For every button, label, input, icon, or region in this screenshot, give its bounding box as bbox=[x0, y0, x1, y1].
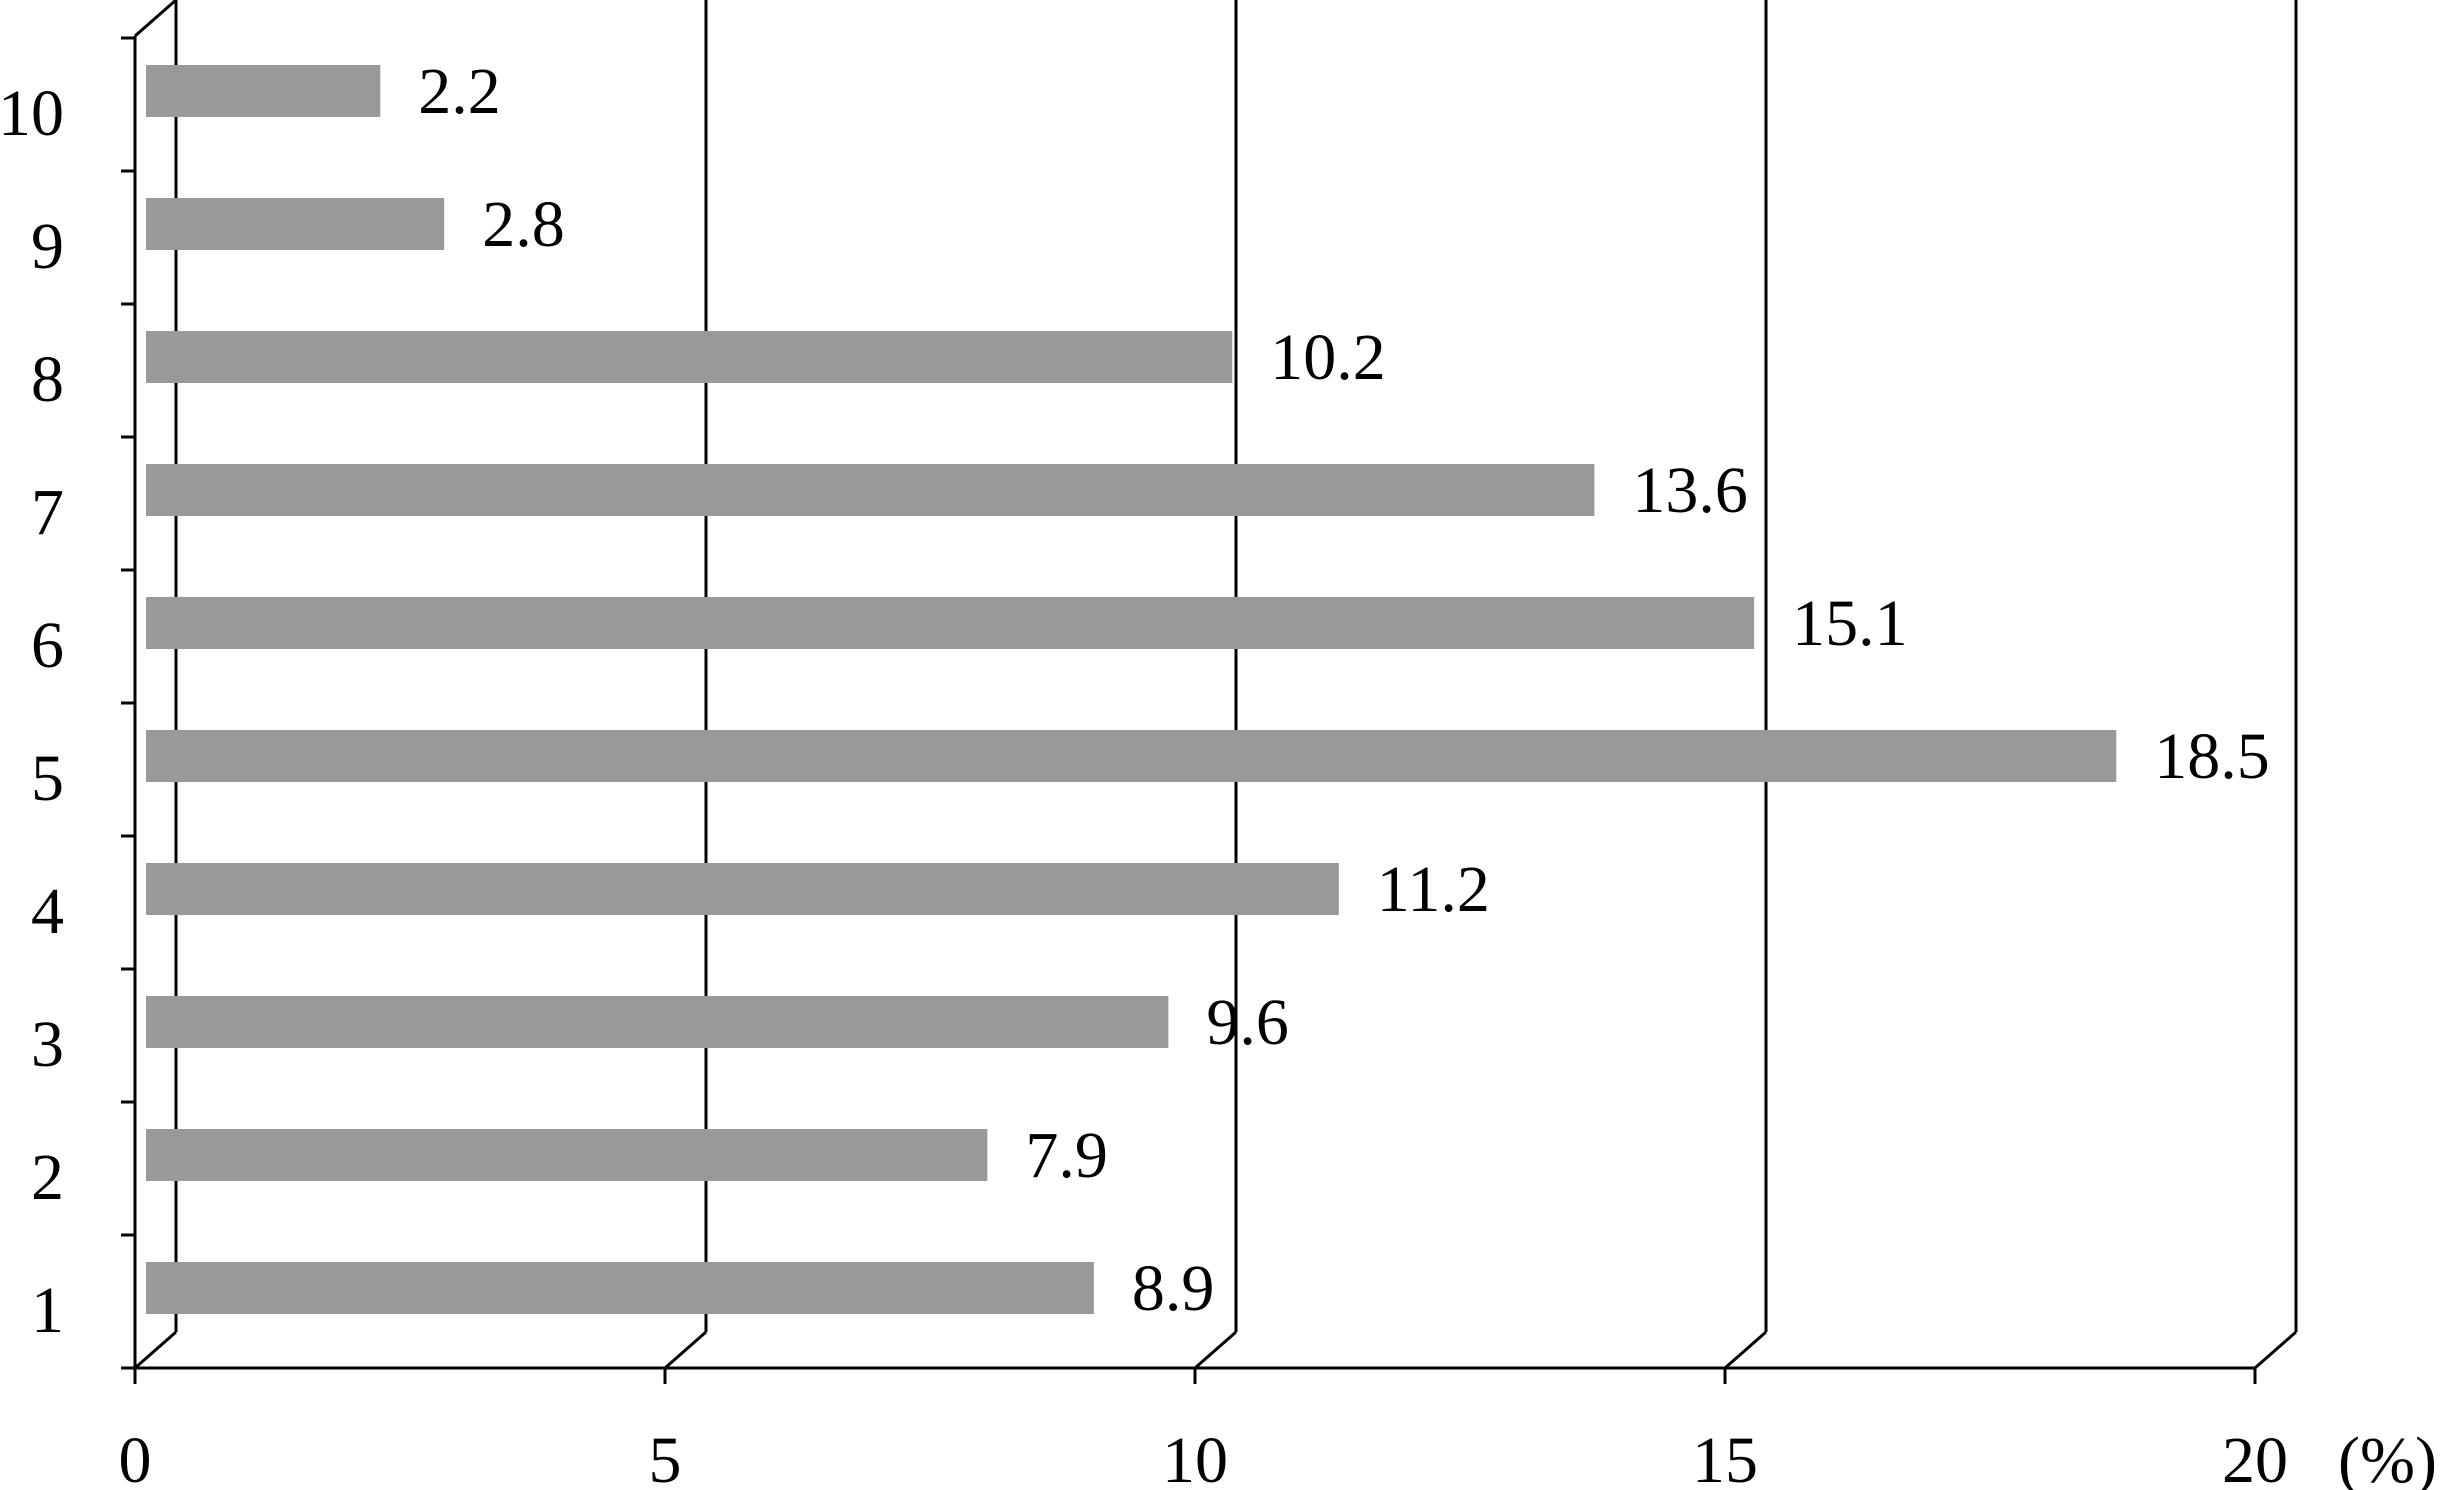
category-label-3: 3 bbox=[31, 1008, 64, 1081]
x-tick-label-20: 20 bbox=[2222, 1424, 2288, 1490]
value-label-6: 15.1 bbox=[1792, 587, 1908, 660]
floor-diagonal-10 bbox=[1194, 1330, 1237, 1370]
value-label-1: 8.9 bbox=[1132, 1252, 1215, 1325]
value-label-2: 7.9 bbox=[1025, 1119, 1108, 1192]
category-label-9: 9 bbox=[31, 210, 64, 283]
x-tick-label-15: 15 bbox=[1692, 1424, 1758, 1490]
bar-8 bbox=[146, 331, 1233, 383]
bar-layer bbox=[146, 65, 2117, 1314]
category-label-1: 1 bbox=[31, 1274, 64, 1347]
bar-1 bbox=[146, 1262, 1094, 1314]
category-label-2: 2 bbox=[31, 1141, 64, 1214]
bar-10 bbox=[146, 65, 381, 117]
x-tick-label-10: 10 bbox=[1162, 1424, 1228, 1490]
value-label-7: 13.6 bbox=[1632, 454, 1748, 527]
value-label-3: 9.6 bbox=[1206, 986, 1289, 1059]
value-label-4: 11.2 bbox=[1377, 853, 1490, 926]
y-axis-top-diagonal bbox=[134, 0, 177, 38]
bar-4 bbox=[146, 863, 1339, 915]
floor-diagonal-15 bbox=[1724, 1330, 1767, 1370]
x-axis-unit-label: (%) bbox=[2338, 1424, 2437, 1490]
value-label-10: 2.2 bbox=[418, 55, 501, 128]
x-tick-label-0: 0 bbox=[119, 1424, 152, 1490]
value-label-5: 18.5 bbox=[2154, 720, 2270, 793]
floor-diagonal-0 bbox=[134, 1330, 177, 1370]
x-tick-label-5: 5 bbox=[649, 1424, 682, 1490]
category-label-7: 7 bbox=[31, 476, 64, 549]
bar-7 bbox=[146, 464, 1595, 516]
floor-diagonal-5 bbox=[664, 1330, 707, 1370]
value-label-9: 2.8 bbox=[482, 188, 565, 261]
axis-layer bbox=[121, 0, 2257, 1384]
value-label-8: 10.2 bbox=[1270, 321, 1386, 394]
category-label-4: 4 bbox=[31, 875, 64, 948]
bar-3 bbox=[146, 996, 1169, 1048]
category-label-8: 8 bbox=[31, 343, 64, 416]
category-label-6: 6 bbox=[31, 609, 64, 682]
grid-layer bbox=[134, 0, 2298, 1370]
floor-diagonal-20 bbox=[2254, 1330, 2297, 1370]
bar-9 bbox=[146, 198, 445, 250]
category-label-10: 10 bbox=[0, 77, 64, 150]
bar-5 bbox=[146, 730, 2117, 782]
bar-2 bbox=[146, 1129, 988, 1181]
bar-6 bbox=[146, 597, 1755, 649]
category-label-5: 5 bbox=[31, 742, 64, 815]
label-layer: 0 5 10 15 20 8.9 1 7.9 2 9.6 3 11.2 4 18.5 5 15.1 6 13.6 7… bbox=[0, 55, 2288, 1490]
